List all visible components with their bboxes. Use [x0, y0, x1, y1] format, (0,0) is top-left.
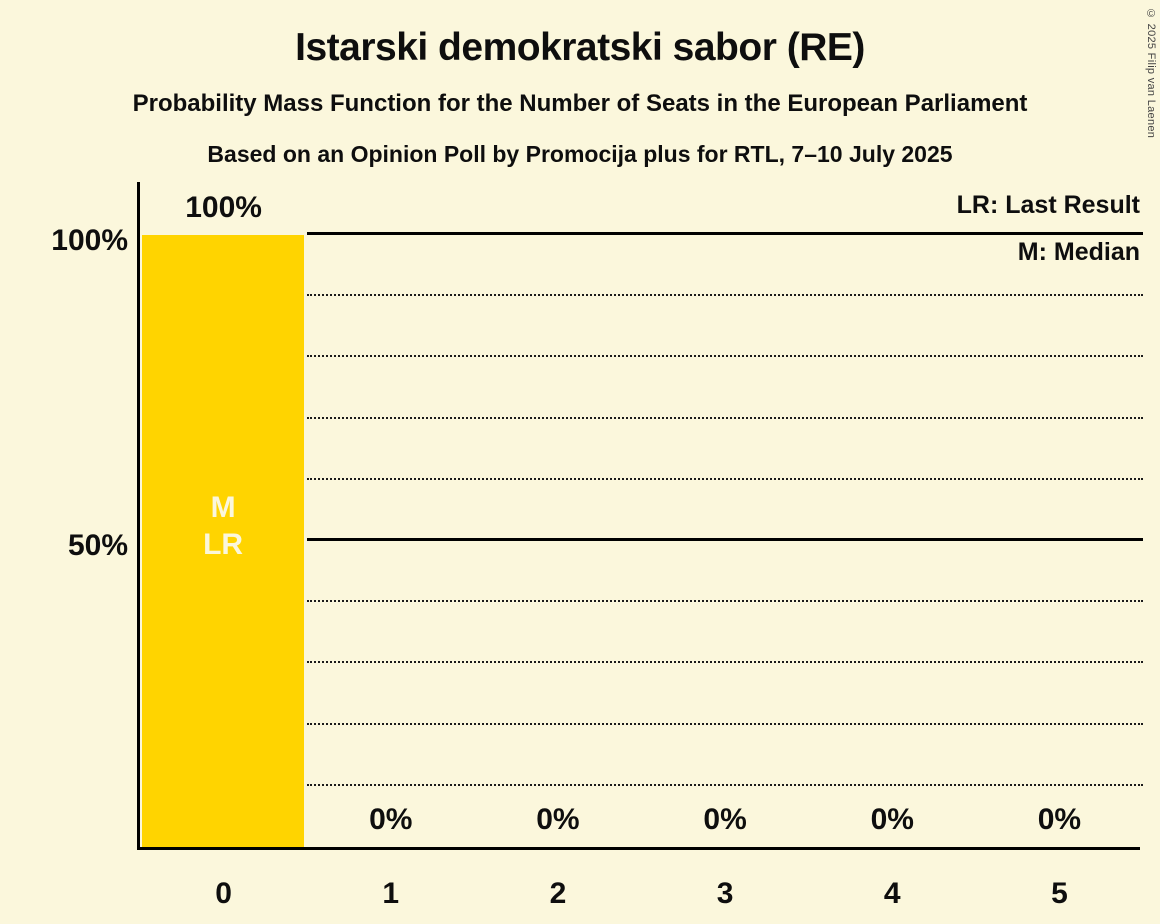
value-label-seats-0: 100% — [185, 191, 262, 224]
x-tick-seats-5: 5 — [1051, 877, 1068, 910]
gridline-80-dotted — [307, 355, 1143, 358]
copyright-text: © 2025 Filip van Laenen — [1145, 8, 1157, 139]
chart-subtitle: Probability Mass Function for the Number… — [132, 90, 1028, 117]
gridline-90-dotted — [307, 294, 1143, 297]
x-tick-seats-4: 4 — [883, 877, 901, 910]
plot-area: M LR 100% 0 0% 1 0% 2 0% 3 0% 4 0% 5 — [137, 182, 1143, 910]
chart-source-line: Based on an Opinion Poll by Promocija pl… — [207, 141, 953, 167]
gridline-50-solid — [307, 538, 1143, 541]
value-label-seats-1: 0% — [369, 803, 413, 836]
gridline-30-dotted — [307, 661, 1143, 664]
gridline-70-dotted — [307, 416, 1143, 419]
value-label-seats-5: 0% — [1037, 803, 1082, 836]
chart-title: Istarski demokratski sabor (RE) — [295, 26, 865, 69]
value-label-seats-4: 0% — [870, 803, 914, 836]
legend: LR: Last Result M: Median — [957, 182, 1140, 276]
gridline-10-dotted — [307, 783, 1143, 786]
gridline-100-solid — [307, 232, 1143, 235]
bar-annotation-median-last-result: M LR — [203, 489, 243, 563]
gridline-40-dotted — [307, 600, 1143, 603]
bar-annotation-line: LR — [203, 527, 244, 561]
value-label-seats-2: 0% — [536, 803, 580, 836]
bar-seats-0: M LR — [142, 235, 305, 847]
value-label-seats-3: 0% — [703, 803, 747, 836]
gridline-20-dotted — [307, 722, 1143, 725]
x-tick-seats-2: 2 — [549, 877, 567, 910]
bar-annotation-line: M — [210, 490, 236, 524]
gridline-60-dotted — [307, 477, 1143, 480]
legend-median: M: Median — [1017, 238, 1140, 266]
x-tick-seats-3: 3 — [716, 877, 734, 910]
y-tick-100: 100% — [51, 224, 128, 257]
y-tick-50: 50% — [67, 529, 128, 562]
legend-last-result: LR: Last Result — [956, 191, 1140, 219]
x-tick-seats-1: 1 — [382, 877, 400, 910]
x-tick-seats-0: 0 — [215, 877, 232, 910]
